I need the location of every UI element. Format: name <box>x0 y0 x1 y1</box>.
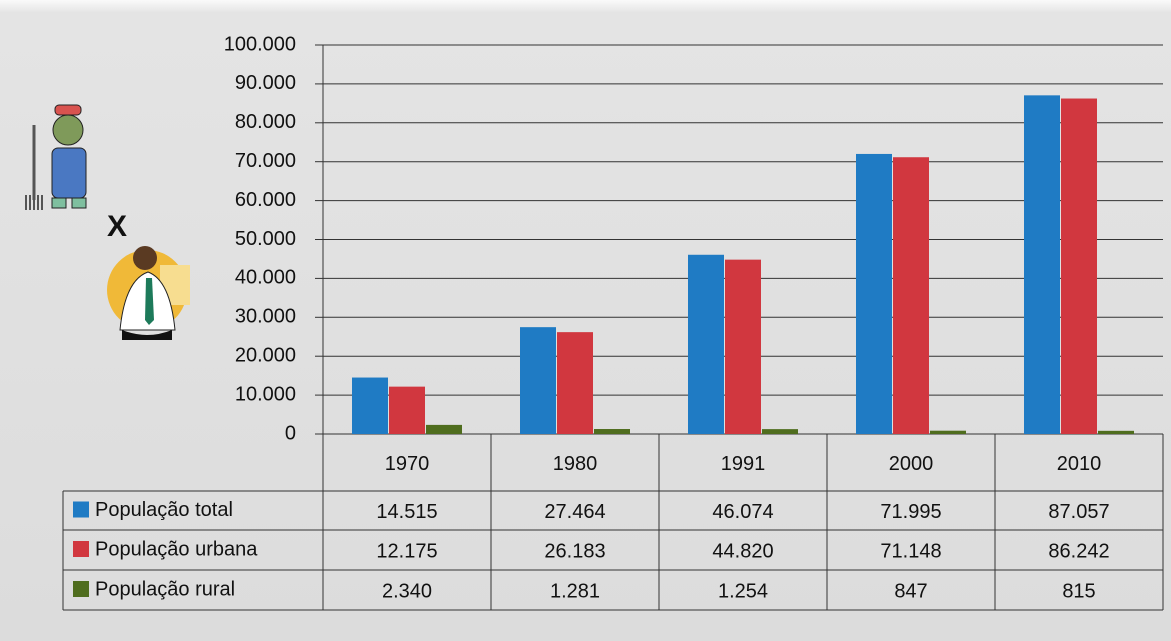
legend-swatch <box>73 541 89 557</box>
table-cell: 71.995 <box>880 501 941 523</box>
table-cell: 87.057 <box>1048 501 1109 523</box>
x-tick-label: 2010 <box>1057 453 1102 475</box>
y-tick-label: 70.000 <box>235 150 296 172</box>
bar <box>893 157 929 434</box>
y-tick-label: 30.000 <box>235 306 296 328</box>
bar <box>688 254 724 434</box>
legend-label: População rural <box>95 578 235 600</box>
y-tick-label: 20.000 <box>235 344 296 366</box>
x-tick-label: 1991 <box>721 453 766 475</box>
y-tick-label: 90.000 <box>235 72 296 94</box>
table-cell: 27.464 <box>544 501 605 523</box>
y-tick-label: 60.000 <box>235 189 296 211</box>
bar <box>594 429 630 434</box>
x-tick-label: 1970 <box>385 453 430 475</box>
table-cell: 71.148 <box>880 540 941 562</box>
y-tick-label: 0 <box>285 422 296 444</box>
bar <box>725 259 761 434</box>
businessman-icon <box>107 246 190 340</box>
farmer-icon <box>25 104 87 210</box>
table-cell: 44.820 <box>712 540 773 562</box>
bar <box>1098 430 1134 434</box>
bar <box>1024 95 1060 434</box>
table-cell: 86.242 <box>1048 540 1109 562</box>
y-tick-label: 80.000 <box>235 111 296 133</box>
table-cell: 1.254 <box>718 580 768 602</box>
table-cell: 12.175 <box>376 540 437 562</box>
y-tick-label: 40.000 <box>235 267 296 289</box>
legend-swatch <box>73 501 89 518</box>
table-cell: 1.281 <box>550 580 600 602</box>
legend-swatch <box>73 581 89 597</box>
legend-label: População urbana <box>95 538 258 560</box>
x-tick-label: 1980 <box>553 453 598 475</box>
bar <box>1061 98 1097 435</box>
bar <box>389 386 425 434</box>
bar <box>352 377 388 434</box>
y-tick-label: 10.000 <box>235 383 296 405</box>
bar <box>856 153 892 434</box>
table-cell: 847 <box>894 580 927 602</box>
table-cell: 815 <box>1062 580 1095 602</box>
y-tick-label: 50.000 <box>235 228 296 250</box>
bar <box>762 429 798 434</box>
bar <box>520 327 556 434</box>
table-cell: 46.074 <box>712 501 773 523</box>
legend-label: População total <box>95 499 233 521</box>
table-cell: 2.340 <box>382 580 432 602</box>
bar <box>426 424 462 434</box>
bar <box>557 332 593 434</box>
x-tick-label: 2000 <box>889 453 934 475</box>
table-cell: 14.515 <box>376 501 437 523</box>
annotation: X <box>107 210 127 243</box>
y-tick-label: 100.000 <box>224 33 296 55</box>
bar <box>930 430 966 434</box>
table-cell: 26.183 <box>544 540 605 562</box>
